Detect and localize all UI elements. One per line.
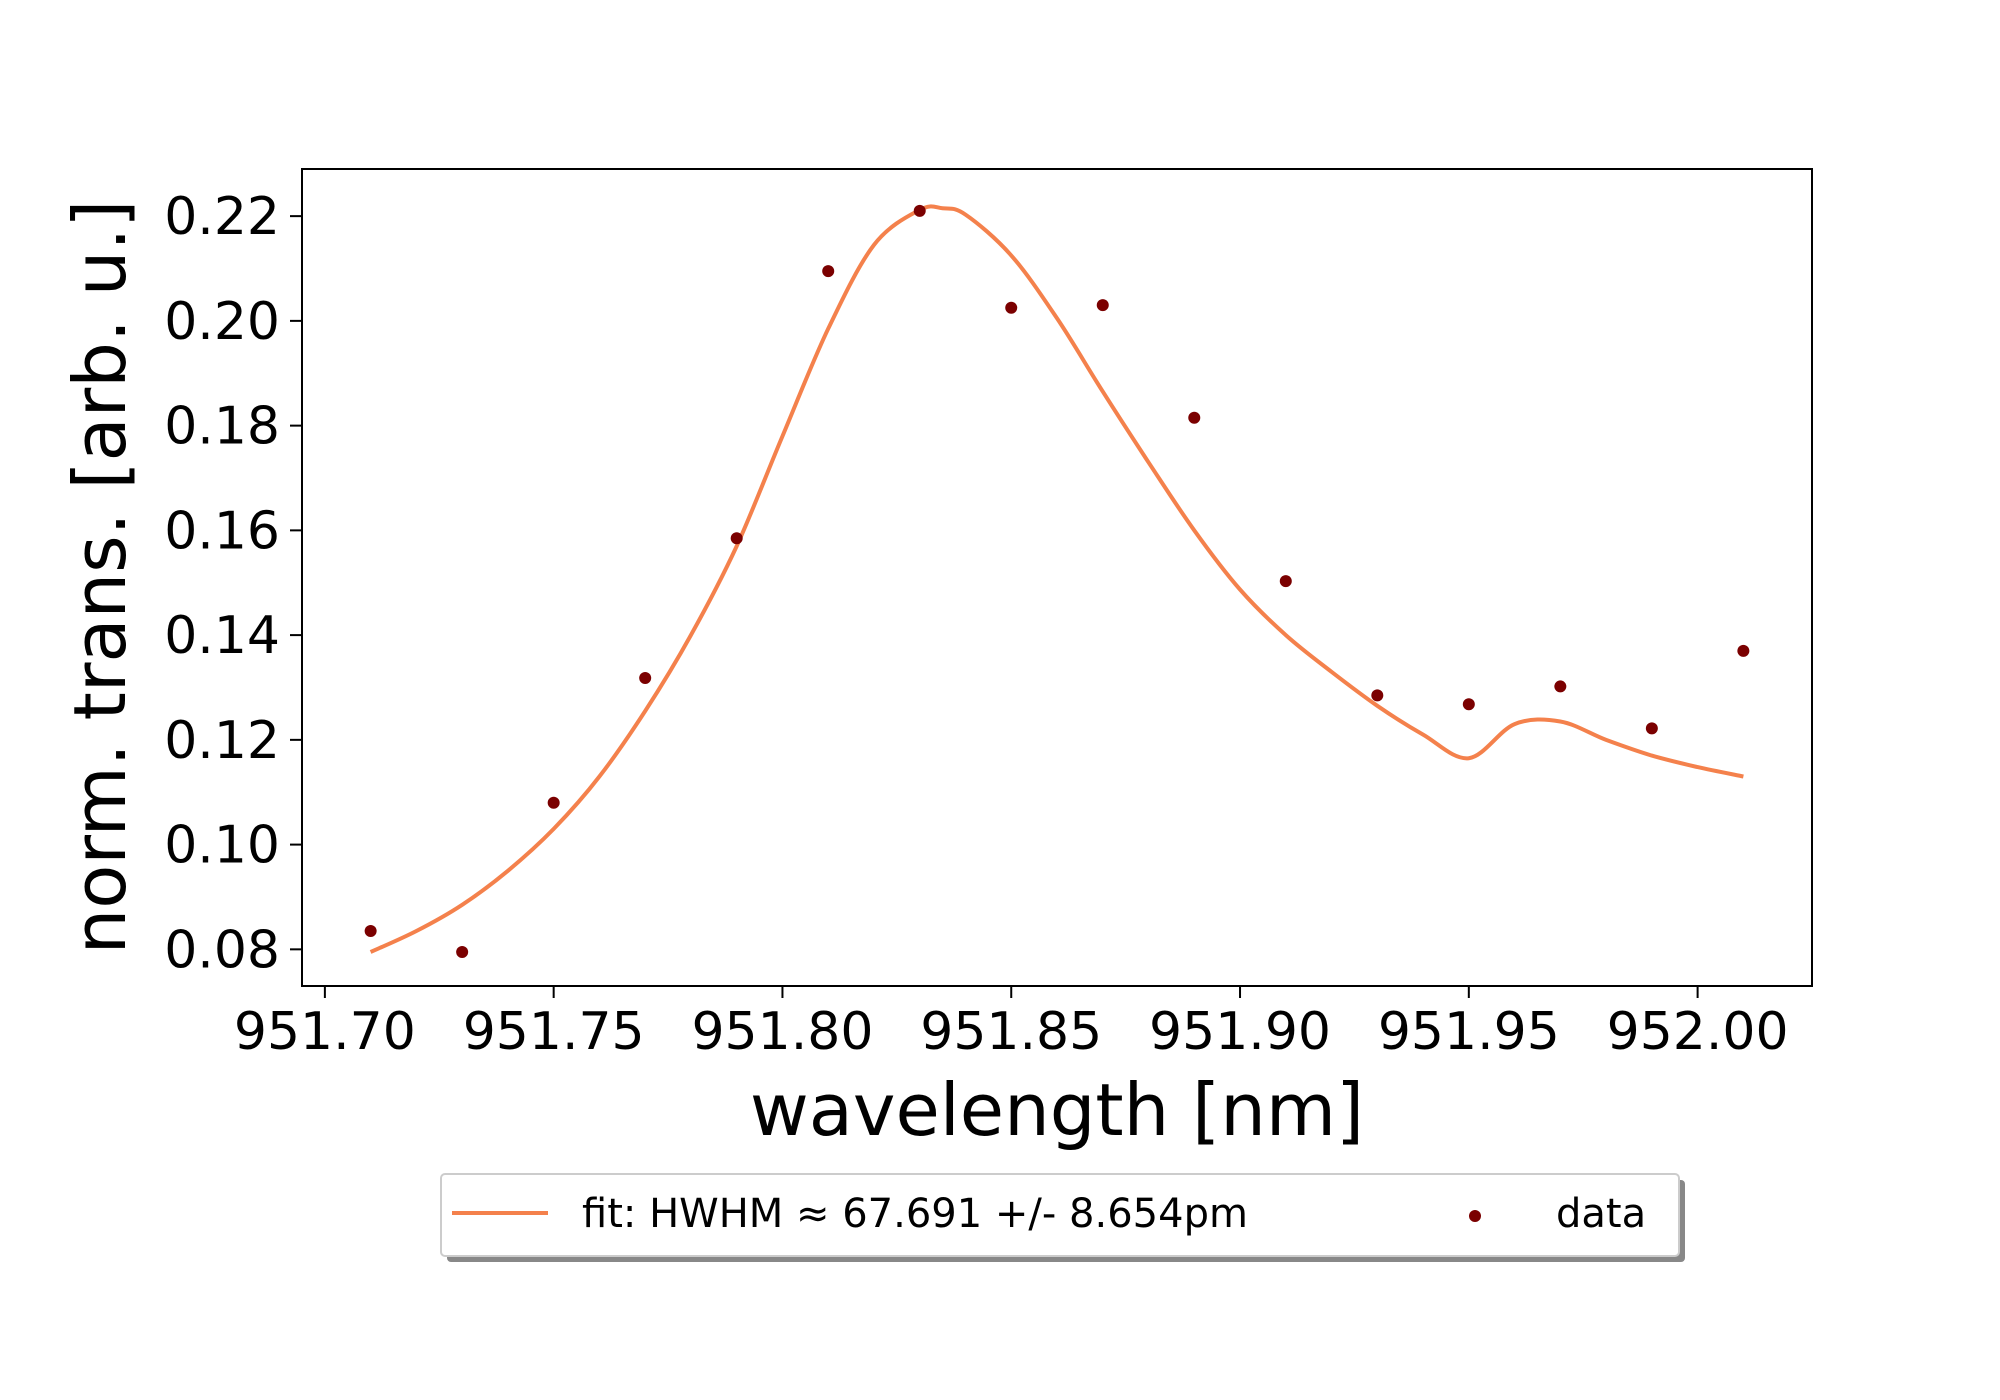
x-tick-label: 951.95 [1378,1002,1560,1062]
plot-area [302,169,1812,986]
x-axis-title: wavelength [nm] [750,1068,1364,1152]
x-tick-label: 951.85 [920,1002,1102,1062]
x-tick-label: 952.00 [1607,1002,1789,1062]
data-point [822,265,835,278]
data-point [1188,411,1201,424]
y-tick-label: 0.14 [164,606,280,666]
data-point [730,532,743,545]
x-tick-label: 951.75 [463,1002,645,1062]
data-point [1462,698,1475,711]
legend: fit: HWHM ≈ 67.691 +/- 8.654pm data [440,1173,1685,1262]
data-point [456,945,469,958]
x-tick-label: 951.70 [234,1002,416,1062]
y-axis: 0.08 0.10 0.12 0.14 0.16 0.18 0.20 0.22 [164,187,302,980]
data-point [1737,644,1750,657]
data-point [364,925,377,938]
data-point [913,204,926,217]
y-tick-label: 0.22 [164,187,280,247]
fit-layer [369,204,1744,954]
legend-data-label: data [1556,1191,1646,1237]
y-tick-label: 0.16 [164,501,280,561]
plot-frame [301,168,1813,987]
x-tick-label: 951.90 [1149,1002,1331,1062]
data-point [639,672,652,685]
legend-data-swatch [1469,1210,1481,1222]
data-point [547,796,560,809]
data-point [1554,680,1567,693]
x-axis: 951.70 951.75 951.80 951.85 951.90 951.95 952.… [234,986,1789,1062]
y-tick-label: 0.18 [164,397,280,457]
y-tick-label: 0.10 [164,816,280,876]
y-tick-label: 0.12 [164,711,280,771]
fit-curve [369,204,1744,954]
data-point [1371,689,1384,702]
legend-box [440,1173,1680,1257]
x-tick-label: 951.80 [691,1002,873,1062]
data-point [1096,299,1109,312]
data-point [1005,301,1018,314]
y-axis-title: norm. trans. [arb. u.] [58,200,142,955]
legend-fit-label: fit: HWHM ≈ 67.691 +/- 8.654pm [582,1191,1248,1237]
y-tick-label: 0.08 [164,920,280,980]
data-point [1279,575,1292,588]
y-tick-label: 0.20 [164,292,280,352]
points-layer [364,204,1750,958]
data-point [1645,722,1658,735]
